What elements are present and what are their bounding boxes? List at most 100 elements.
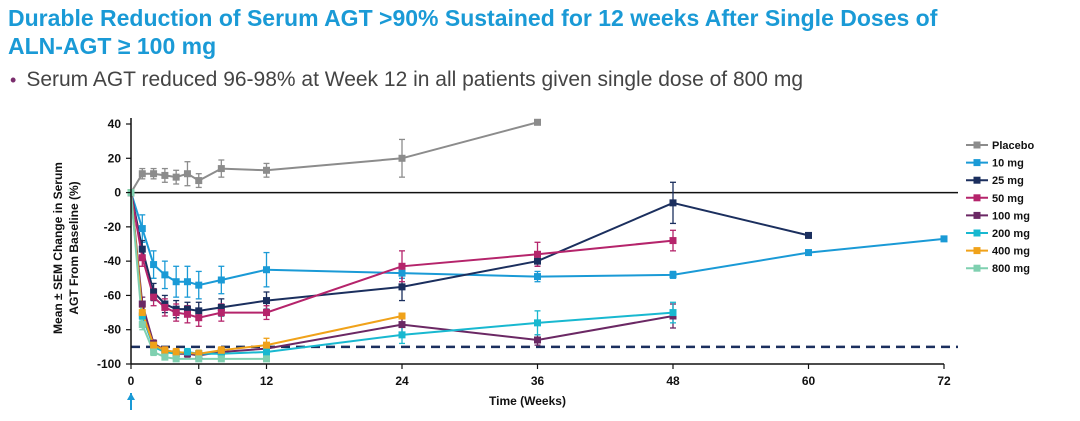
data-point-10-mg: [138, 225, 146, 233]
legend-label-10-mg: 10 mg: [992, 158, 1024, 170]
x-tick-label: 60: [802, 374, 816, 388]
x-tick-label: 36: [531, 374, 545, 388]
data-point-50-mg: [183, 310, 191, 318]
data-point-800-mg: [161, 353, 169, 361]
data-point-100-mg: [398, 321, 406, 329]
data-point-25-mg: [183, 305, 191, 313]
data-point-50-mg: [161, 303, 169, 311]
legend-marker-200-mg: [973, 229, 981, 237]
y-tick-label: 40: [108, 117, 122, 131]
data-point-50-mg: [195, 314, 203, 322]
x-axis-title: Time (Weeks): [489, 394, 566, 408]
legend-marker-400-mg: [973, 247, 981, 255]
series-line-800-mg: [130, 192, 267, 360]
y-axis-title: Mean ± SEM Change in Serum AGT From Basel…: [51, 162, 81, 334]
data-point-200-mg: [669, 309, 677, 317]
data-point-placebo: [183, 170, 191, 178]
data-point-10-mg: [195, 281, 203, 289]
data-point-10-mg: [940, 235, 948, 243]
data-point-800-mg: [195, 355, 203, 363]
y-axis-title-line: AGT From Baseline (%): [67, 181, 81, 314]
axes: 40 20 0 -20 -40 -60 -80 -100 0 6 12 24 36 48 60 72 Time …: [51, 117, 951, 410]
legend-label-placebo: Placebo: [992, 140, 1034, 152]
slide-title: Durable Reduction of Serum AGT >90% Sust…: [8, 4, 1068, 60]
legend-label-800-mg: 800 mg: [992, 263, 1030, 275]
data-point-placebo: [398, 154, 406, 162]
data-point-800-mg: [217, 355, 225, 363]
data-point-200-mg: [534, 319, 541, 327]
data-point-100-mg: [534, 336, 541, 344]
bullet-text: Serum AGT reduced 96-98% at Week 12 in a…: [26, 68, 803, 91]
x-tick-label: 48: [666, 374, 680, 388]
y-tick-label: -80: [104, 323, 122, 337]
data-point-10-mg: [183, 278, 191, 286]
data-point-10-mg: [217, 276, 225, 284]
data-point-400-mg: [195, 350, 203, 358]
bullet-dot-icon: •: [10, 70, 17, 90]
data-point-200-mg: [398, 331, 406, 339]
dosing-arrowhead-icon: [127, 393, 135, 400]
data-point-800-mg: [138, 321, 146, 329]
data-point-10-mg: [263, 266, 270, 274]
data-point-placebo: [217, 165, 225, 173]
data-point-200-mg: [263, 348, 270, 356]
legend-label-400-mg: 400 mg: [992, 246, 1030, 258]
data-point-placebo: [150, 170, 158, 178]
data-point-10-mg: [398, 269, 406, 277]
data-point-placebo: [161, 171, 169, 179]
reference-lines: [131, 191, 958, 349]
data-point-400-mg: [161, 346, 169, 354]
data-point-10-mg: [669, 271, 677, 279]
data-point-25-mg: [150, 288, 158, 296]
data-point-25-mg: [195, 307, 203, 315]
x-tick-label: 0: [128, 374, 135, 388]
data-point-25-mg: [669, 199, 677, 207]
data-point-400-mg: [263, 341, 270, 349]
data-point-placebo: [172, 173, 180, 181]
data-point-50-mg: [138, 254, 146, 262]
data-point-800-mg: [172, 355, 180, 363]
legend-label-50-mg: 50 mg: [992, 193, 1024, 205]
legend-label-25-mg: 25 mg: [992, 175, 1024, 187]
data-point-50-mg: [398, 262, 406, 270]
legend-marker-100-mg: [973, 211, 981, 219]
data-point-10-mg: [161, 271, 169, 279]
data-point-50-mg: [150, 293, 158, 301]
error-bars: [139, 138, 676, 362]
y-tick-label: 20: [108, 151, 122, 165]
data-point-400-mg: [150, 341, 158, 349]
legend-marker-50-mg: [973, 194, 981, 202]
data-point-100-mg: [138, 300, 146, 308]
x-tick-label: 12: [260, 374, 274, 388]
data-point-800-mg: [150, 348, 158, 356]
title-line-1: Durable Reduction of Serum AGT >90% Sust…: [8, 5, 938, 31]
title-line-2: ALN-AGT ≥ 100 mg: [8, 33, 217, 59]
series-line-placebo: [130, 121, 538, 194]
data-point-placebo: [534, 118, 541, 126]
data-point-10-mg: [805, 249, 812, 257]
data-point-50-mg: [172, 309, 180, 317]
data-point-50-mg: [217, 309, 225, 317]
legend-label-200-mg: 200 mg: [992, 228, 1030, 240]
data-point-200-mg: [183, 348, 191, 356]
data-point-10-mg: [172, 278, 180, 286]
data-point-10-mg: [534, 273, 541, 281]
y-axis-title-line: Mean ± SEM Change in Serum: [51, 162, 65, 334]
y-tick-label: -40: [104, 254, 122, 268]
data-point-placebo: [195, 177, 203, 185]
data-point-400-mg: [217, 346, 225, 354]
data-point-10-mg: [150, 261, 158, 269]
data-point-25-mg: [534, 257, 541, 265]
data-point-25-mg: [217, 303, 225, 311]
legend-marker-25-mg: [973, 176, 981, 184]
legend: Placebo 10 mg 25 mg 50 mg 100 mg 200 mg 400 mg…: [966, 140, 1034, 275]
data-point-25-mg: [805, 231, 812, 239]
legend-marker-800-mg: [973, 264, 981, 272]
x-tick-label: 6: [195, 374, 202, 388]
series-points: [127, 118, 948, 363]
y-tick-label: -60: [104, 288, 122, 302]
y-tick-label: -20: [104, 220, 122, 234]
data-point-25-mg: [138, 245, 146, 253]
data-point-50-mg: [263, 309, 270, 317]
data-point-placebo: [138, 170, 146, 178]
